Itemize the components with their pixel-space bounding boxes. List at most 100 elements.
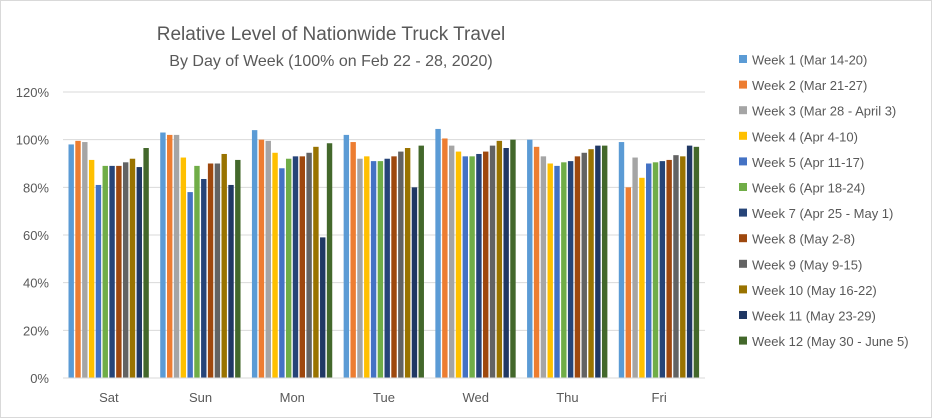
bar-week-4-tue [364,156,370,378]
legend-swatch [739,208,747,217]
y-tick-label: 40% [23,276,49,291]
legend-label: Week 2 (Mar 21-27) [752,78,867,93]
y-tick-label: 120% [16,85,50,100]
bar-week-8-wed [483,151,489,378]
x-tick-label: Fri [652,390,667,405]
bar-week-8-mon [299,156,306,378]
bar-week-5-mon [279,168,285,378]
bar-week-9-wed [489,145,496,378]
bar-week-1-tue [343,134,350,378]
legend-label: Week 6 (Apr 18-24) [752,181,865,196]
legend-label: Week 10 (May 16-22) [752,283,877,298]
bar-week-4-fri [639,177,645,378]
bar-week-12-tue [418,145,424,378]
bar-week-7-fri [659,161,666,378]
bar-week-7-thu [567,161,574,378]
bar-week-1-mon [251,130,258,378]
x-tick-label: Tue [373,390,395,405]
y-axis-ticks: 0% 20% 40% 60% 80% 100% 120% [16,85,50,386]
bar-week-12-mon [326,143,333,378]
legend-swatch [739,55,747,63]
bar-week-7-wed [476,153,482,378]
bar-week-3-thu [540,156,547,378]
gridlines [63,91,705,331]
bar-week-7-mon [292,156,299,378]
bar-week-6-thu [561,162,567,378]
bar-week-5-fri [646,163,652,378]
bar-week-11-fri [686,145,693,378]
bar-week-2-sat [75,140,81,378]
bar-week-1-thu [527,139,533,378]
bar-week-10-thu [588,149,594,378]
bar-week-12-sat [143,148,149,378]
bar-week-10-fri [680,156,686,378]
bar-week-3-wed [448,145,455,378]
bar-week-9-sun [214,163,221,378]
bar-week-4-thu [547,163,553,378]
bar-week-1-fri [618,142,625,378]
bar-week-9-thu [581,152,587,378]
chart-title: Relative Level of Nationwide Truck Trave… [157,24,506,45]
bar-week-10-sun [221,153,227,378]
legend-label: Week 3 (Mar 28 - April 3) [752,104,896,119]
bar-week-2-sun [167,134,173,378]
bar-week-12-thu [601,145,608,378]
legend-label: Week 4 (Apr 4-10) [752,129,858,144]
bar-week-8-tue [391,156,397,378]
bar-week-3-mon [265,140,271,378]
bar-week-7-sun [201,178,207,378]
bar-week-6-sun [194,165,200,378]
legend-label: Week 9 (May 9-15) [752,257,862,272]
legend: Week 1 (Mar 14-20) Week 2 (Mar 21-27) Week… [739,53,909,349]
bar-week-2-wed [442,138,448,378]
x-tick-label: Thu [556,390,578,405]
bar-week-5-wed [462,156,469,378]
bar-week-11-thu [595,145,601,378]
bar-week-3-fri [632,157,638,378]
bar-week-5-tue [370,161,377,378]
legend-label: Week 5 (Apr 11-17) [752,155,864,170]
bar-week-4-mon [272,152,278,378]
bar-week-9-sat [122,162,129,378]
bar-week-11-mon [320,237,326,378]
bar-week-2-tue [350,142,356,378]
bar-week-5-thu [554,165,560,378]
bar-week-3-sat [82,142,88,378]
legend-label: Week 8 (May 2-8) [752,232,855,247]
legend-label: Week 1 (Mar 14-20) [752,53,867,68]
bar-week-3-tue [357,158,363,378]
bar-week-8-thu [574,156,581,378]
legend-swatch [739,131,747,140]
bar-week-5-sat [95,184,102,378]
x-tick-label: Sun [189,390,212,405]
bar-week-4-wed [455,151,462,378]
bar-week-8-sun [207,163,214,378]
chart-subtitle: By Day of Week (100% on Feb 22 - 28, 202… [169,53,492,70]
bar-week-6-wed [469,156,475,378]
bar-week-6-tue [377,161,384,378]
bar-week-11-tue [411,187,418,378]
bar-week-2-fri [625,187,632,378]
bar-week-1-wed [435,128,441,378]
bar-week-7-tue [384,158,390,378]
bar-week-12-sun [235,159,241,378]
bar-week-7-sat [109,165,115,378]
bar-week-2-mon [258,139,265,378]
bar-week-11-sat [136,167,143,378]
bar-week-1-sat [68,144,74,378]
bar-week-4-sat [88,159,95,378]
y-tick-label: 20% [23,323,49,338]
y-tick-label: 100% [16,133,50,148]
bar-week-9-fri [673,155,679,378]
legend-swatch [739,285,747,294]
legend-swatch [739,183,747,191]
x-axis-ticks: Sat Sun Mon Tue Wed Thu Fri [99,390,667,405]
bar-week-8-fri [666,159,672,378]
legend-swatch [739,157,747,166]
x-tick-label: Wed [462,390,489,405]
legend-swatch [739,311,747,319]
bar-series [68,128,700,378]
y-tick-label: 60% [23,228,49,243]
